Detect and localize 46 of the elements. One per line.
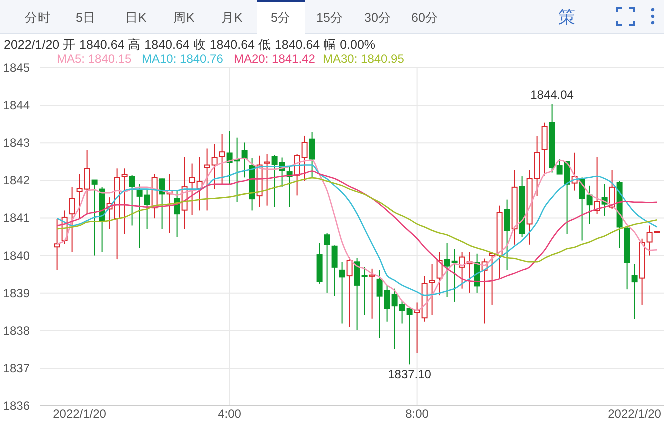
line-series xyxy=(56,177,658,263)
text: 5分 xyxy=(271,11,291,25)
x-tick-label: 2022/1/20 xyxy=(608,407,662,421)
candlestick xyxy=(429,264,436,316)
text: MA5: 1840.15 xyxy=(57,52,132,66)
text: 30分 xyxy=(364,11,392,25)
annotation: 1837.10 xyxy=(388,368,432,382)
candlestick xyxy=(54,218,60,271)
candlestick xyxy=(264,154,270,206)
text: 60分 xyxy=(412,11,438,25)
candlestick xyxy=(309,132,316,178)
annotation: 1844.04 xyxy=(530,88,574,102)
candlestick xyxy=(512,170,518,246)
candlestick xyxy=(504,199,510,271)
y-tick-label: 1838 xyxy=(3,324,30,338)
text: MA30: 1840.95 xyxy=(323,52,405,66)
text: 15分 xyxy=(316,11,344,25)
y-tick-label: 1842 xyxy=(3,174,30,188)
candlestick xyxy=(632,264,638,320)
x-tick-label: 2022/1/20 xyxy=(53,407,107,421)
y-tick-label: 1845 xyxy=(3,61,30,75)
text: 日K xyxy=(125,11,148,25)
y-tick-label: 1840 xyxy=(3,248,30,263)
text: MA20: 1841.42 xyxy=(234,52,316,66)
candlestick xyxy=(219,134,226,185)
x-tick-label: 4:00 xyxy=(218,407,242,421)
candlestick xyxy=(496,205,503,279)
y-tick-label: 1843 xyxy=(3,136,30,150)
chart-subtitle: 2022/1/20 开 1840.64 高 1840.64 收 1840.64 低 1840.64 幅 0.00% xyxy=(4,37,376,52)
text: 策 xyxy=(558,8,576,27)
y-tick-label: 1841 xyxy=(3,211,30,226)
candlestick xyxy=(436,252,443,296)
text: 分时 xyxy=(25,11,51,25)
candlestick xyxy=(339,262,346,324)
x-tick-label: 8:00 xyxy=(406,407,430,421)
y-tick-label: 1844 xyxy=(3,98,30,113)
y-tick-label: 1839 xyxy=(3,286,30,300)
y-tick-label: 1837 xyxy=(3,361,30,376)
text: 月K xyxy=(221,11,244,25)
candlestick xyxy=(122,168,128,234)
candlestick xyxy=(69,186,76,253)
candlestick xyxy=(242,142,248,178)
y-tick-label: 1836 xyxy=(3,399,30,413)
text: 5日 xyxy=(76,11,96,25)
text: 周K xyxy=(173,11,196,25)
text: MA10: 1840.76 xyxy=(142,52,224,66)
